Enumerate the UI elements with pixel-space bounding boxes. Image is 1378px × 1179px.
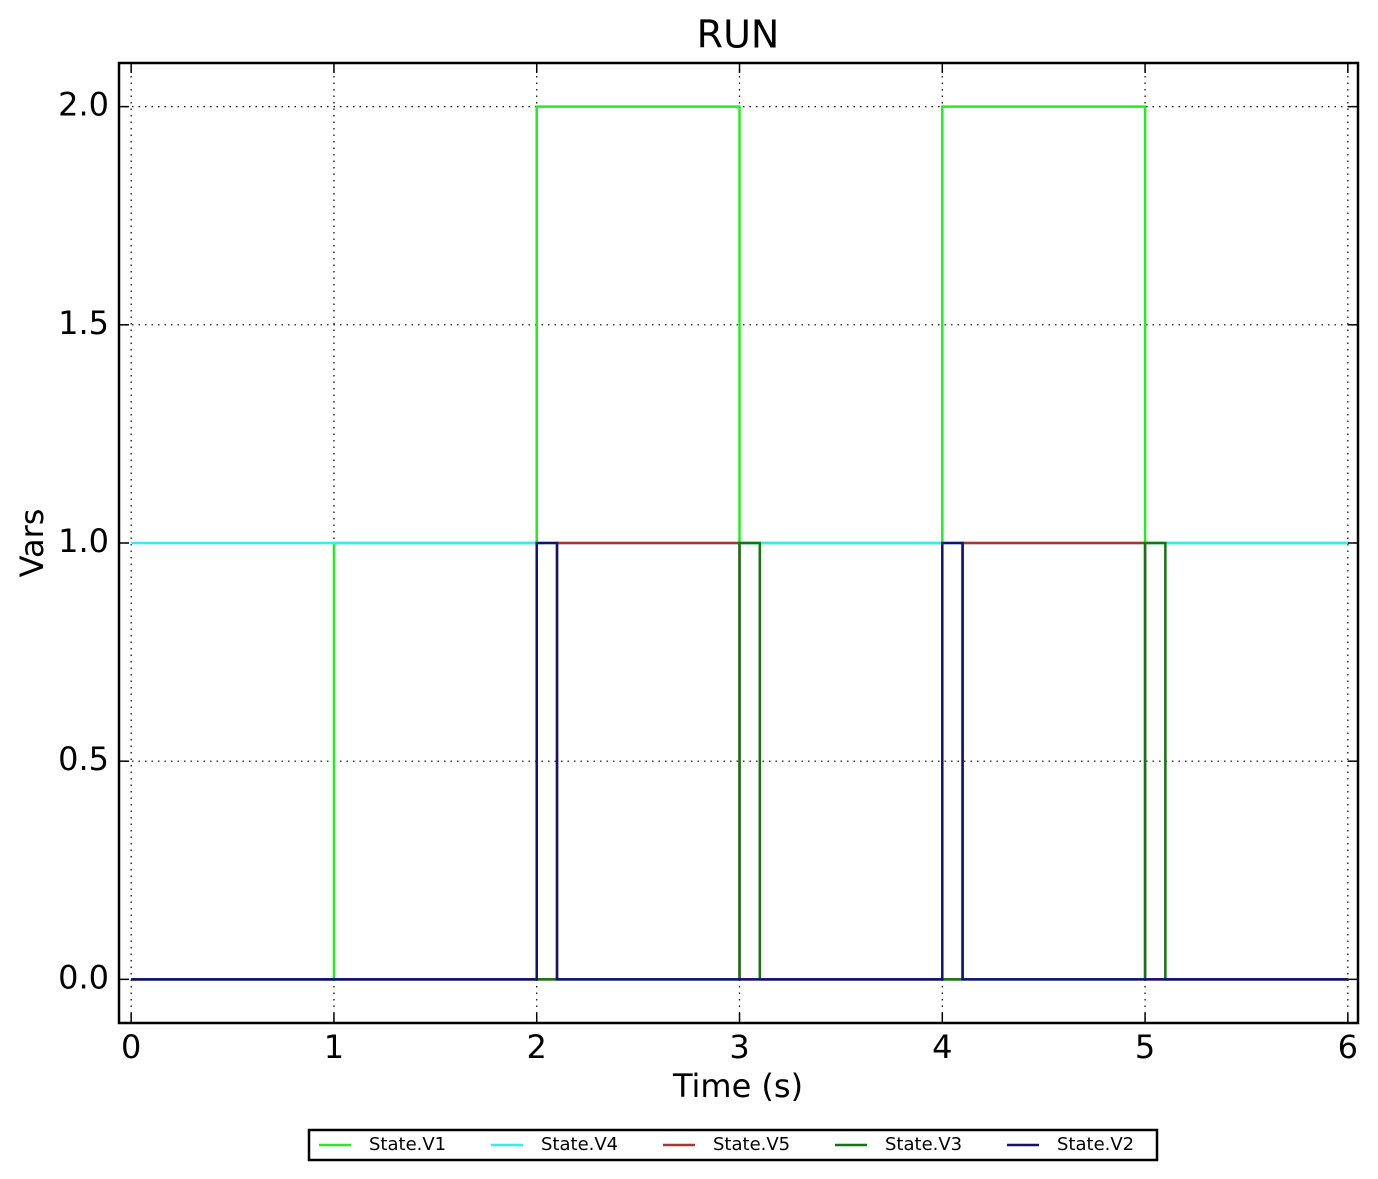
- series-line: [131, 105, 1348, 981]
- legend-label: State.V1: [369, 1134, 446, 1155]
- x-tick-label: 5: [1135, 1028, 1155, 1066]
- legend-label: State.V4: [541, 1134, 618, 1155]
- plot-frame: [117, 61, 1360, 1025]
- x-tick-label: 6: [1338, 1028, 1358, 1066]
- y-tick-label: 1.0: [58, 522, 109, 560]
- series-line: [131, 541, 1348, 981]
- y-tick-label: 0.5: [58, 740, 109, 778]
- y-tick-label: 2.0: [58, 86, 109, 124]
- y-axis-label: Vars: [13, 509, 51, 578]
- legend-label: State.V2: [1057, 1134, 1134, 1155]
- x-axis-label: Time (s): [672, 1067, 803, 1105]
- x-tick-label: 2: [527, 1028, 547, 1066]
- series-line: [131, 541, 1348, 981]
- x-tick-label: 4: [932, 1028, 952, 1066]
- legend-label: State.V3: [885, 1134, 962, 1155]
- legend-label: State.V5: [713, 1134, 790, 1155]
- legend-box: [307, 1128, 1159, 1162]
- x-tick-label: 0: [121, 1028, 141, 1066]
- y-tick-label: 1.5: [58, 304, 109, 342]
- y-tick-label: 0.0: [58, 958, 109, 996]
- x-tick-label: 3: [729, 1028, 749, 1066]
- x-tick-label: 1: [324, 1028, 344, 1066]
- chart-title: RUN: [697, 13, 780, 57]
